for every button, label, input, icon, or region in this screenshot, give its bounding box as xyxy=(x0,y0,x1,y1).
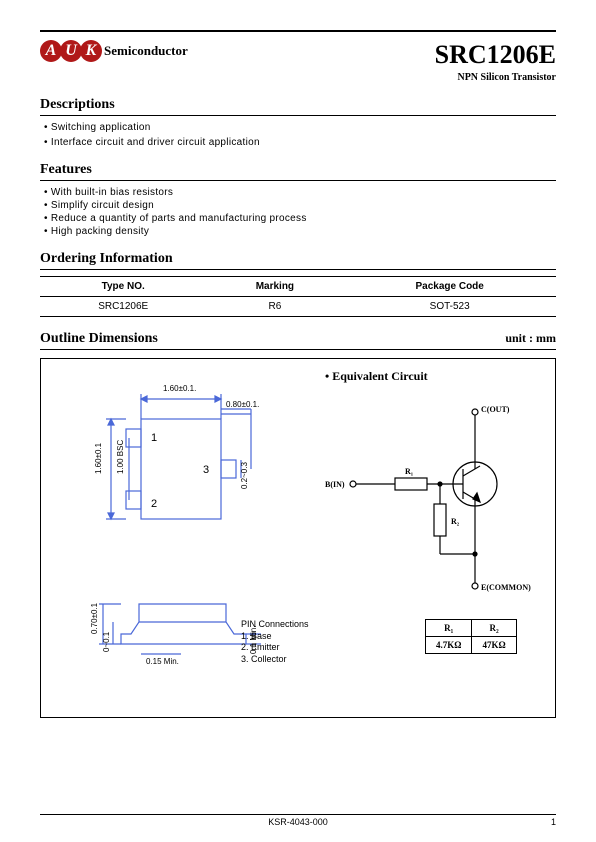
label-c: C(OUT) xyxy=(481,405,510,414)
part-number: SRC1206E xyxy=(435,40,556,70)
footer: KSR-4043-000 1 xyxy=(40,814,556,827)
features-item: Simplify circuit design xyxy=(44,200,556,211)
ordering-title: Ordering Information xyxy=(40,251,556,270)
features-item: Reduce a quantity of parts and manufactu… xyxy=(44,213,556,224)
logo-letter-k: K xyxy=(80,40,102,62)
descriptions-title: Descriptions xyxy=(40,97,556,116)
features-list: With built-in bias resistors Simplify ci… xyxy=(40,187,556,237)
r-table-cell: 47KΩ xyxy=(472,637,516,654)
ordering-header: Marking xyxy=(206,277,343,297)
r-table-header: R₂ xyxy=(472,620,516,637)
outline-unit: unit : mm xyxy=(505,331,556,346)
logo-letter-u: U xyxy=(60,40,82,62)
dim-pitch: 0.2~0.3 xyxy=(240,462,249,489)
resistor-table: R₁ R₂ 4.7KΩ 47KΩ xyxy=(425,619,517,654)
ordering-header: Package Code xyxy=(343,277,556,297)
part-subtitle: NPN Silicon Transistor xyxy=(435,72,556,83)
dim-width: 1.60±0.1. xyxy=(163,384,196,393)
header: A U K Semiconductor SRC1206E NPN Silicon… xyxy=(40,40,556,83)
logo: A U K Semiconductor xyxy=(40,40,188,62)
descriptions-item: Switching application xyxy=(44,122,556,133)
features-item: With built-in bias resistors xyxy=(44,187,556,198)
ordering-cell: SRC1206E xyxy=(40,297,206,317)
features-title: Features xyxy=(40,162,556,181)
label-b: B(IN) xyxy=(325,480,345,489)
dim-height: 1.60±0.1 xyxy=(94,442,103,474)
ordering-header: Type NO. xyxy=(40,277,206,297)
pin-2: 2 xyxy=(151,498,157,510)
page-number: 1 xyxy=(551,817,556,827)
dim-lead: 0.80±0.1. xyxy=(226,400,259,409)
dim-leadh: 0~0.1 xyxy=(102,631,111,652)
pin-conn-title: PIN Connections xyxy=(241,619,309,631)
top-rule xyxy=(40,30,556,32)
equivalent-circuit: • Equivalent Circuit xyxy=(325,369,545,709)
label-r1: R₁ xyxy=(405,467,414,476)
package-top-svg: 1.60±0.1. 0.80±0.1. 1.60±0.1 1.00 BSC 0.… xyxy=(51,369,311,569)
descriptions-item: Interface circuit and driver circuit app… xyxy=(44,137,556,148)
r-table-cell: 4.7KΩ xyxy=(426,637,472,654)
ordering-cell: SOT-523 xyxy=(343,297,556,317)
r-table-header: R₁ xyxy=(426,620,472,637)
logo-letter-a: A xyxy=(40,40,62,62)
outline-header: Outline Dimensions unit : mm xyxy=(40,331,556,350)
label-r2: R₂ xyxy=(451,517,460,526)
diagram-box: 1.60±0.1. 0.80±0.1. 1.60±0.1 1.00 BSC 0.… xyxy=(40,358,556,718)
features-item: High packing density xyxy=(44,226,556,237)
pin-conn-item: 1. Base xyxy=(241,631,309,643)
outline-title: Outline Dimensions xyxy=(40,331,158,347)
footer-code: KSR-4043-000 xyxy=(268,817,328,827)
pin-1: 1 xyxy=(151,432,157,444)
equiv-title: • Equivalent Circuit xyxy=(325,369,545,384)
part-block: SRC1206E NPN Silicon Transistor xyxy=(435,40,556,83)
dim-foot: 0.15 Min. xyxy=(146,657,179,666)
ordering-table: Type NO. Marking Package Code SRC1206E R… xyxy=(40,276,556,317)
pin-conn-item: 3. Collector xyxy=(241,654,309,666)
dim-bodyh: 0.70±0.1 xyxy=(90,602,99,634)
pin-connections: PIN Connections 1. Base 2. Emitter 3. Co… xyxy=(241,619,309,666)
circuit-svg: C(OUT) B(IN) E(COMMON) R₁ R₂ xyxy=(325,394,545,614)
ordering-cell: R6 xyxy=(206,297,343,317)
logo-brand: Semiconductor xyxy=(104,43,188,59)
descriptions-list: Switching application Interface circuit … xyxy=(40,122,556,148)
label-e: E(COMMON) xyxy=(481,583,531,592)
pin-3: 3 xyxy=(203,464,209,476)
dim-bsc: 1.00 BSC xyxy=(116,440,125,474)
pin-conn-item: 2. Emitter xyxy=(241,642,309,654)
